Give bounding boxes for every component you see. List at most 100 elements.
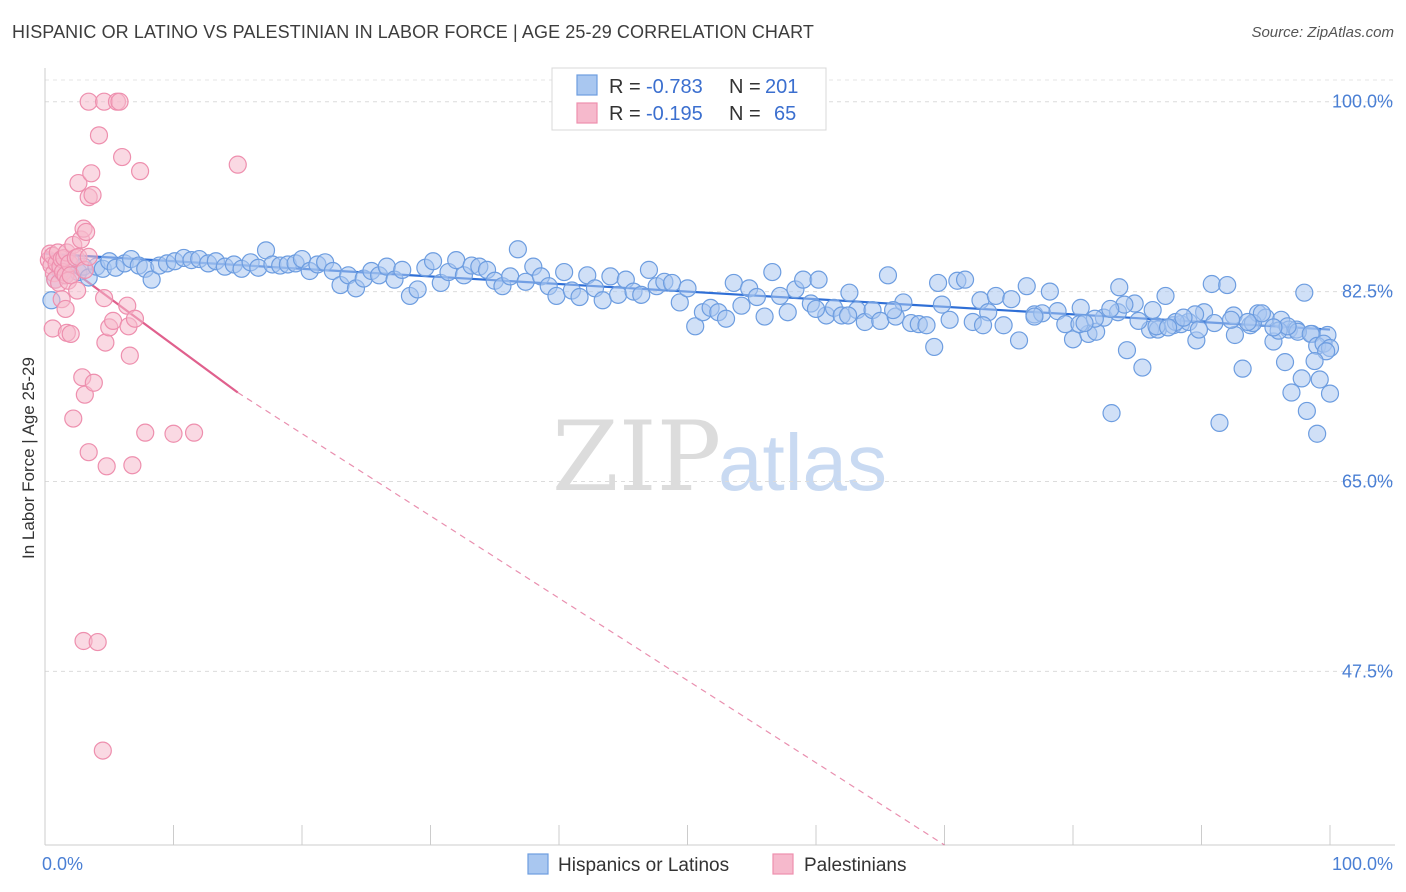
point-hispanic-100	[794, 270, 813, 289]
point-hispanic-142	[1117, 341, 1137, 360]
chart-title: HISPANIC OR LATINO VS PALESTINIAN IN LAB…	[12, 22, 814, 42]
point-hispanic-16	[142, 270, 161, 289]
point-hispanic-121	[955, 270, 975, 289]
point-hispanic-95	[755, 307, 774, 326]
point-hispanic-76	[609, 285, 628, 304]
point-hispanic-64	[516, 272, 535, 291]
point-hispanic-50	[408, 280, 427, 299]
grid-lines	[45, 79, 1395, 672]
point-hispanic-119	[940, 310, 959, 329]
point-palestinian-51	[123, 456, 142, 475]
point-hispanic-74	[593, 291, 612, 310]
watermark-zip: ZIP	[552, 401, 721, 513]
point-hispanic-202	[1189, 320, 1209, 339]
point-hispanic-206	[1129, 311, 1148, 330]
point-hispanic-97	[770, 286, 790, 306]
point-palestinian-33	[69, 173, 88, 193]
point-palestinian-44	[97, 457, 116, 476]
point-hispanic-116	[917, 316, 936, 335]
legend-n-label-palestinian: N =	[729, 103, 761, 125]
y-tick-label-3: 100.0%	[1332, 92, 1393, 112]
point-hispanic-127	[1002, 290, 1021, 309]
point-hispanic-199	[1238, 312, 1257, 332]
point-hispanic-129	[1017, 277, 1036, 296]
point-palestinian-41	[89, 126, 109, 145]
legend-r-label-hispanic: R =	[609, 76, 641, 98]
point-hispanic-203	[1174, 308, 1193, 327]
point-hispanic-106	[840, 283, 859, 302]
point-palestinian-42	[95, 289, 114, 308]
point-hispanic-132	[1040, 282, 1059, 301]
point-hispanic-126	[994, 316, 1013, 335]
point-hispanic-69	[555, 262, 574, 282]
point-palestinian-63	[88, 632, 107, 652]
x-tick-label-1: 100.0%	[1332, 854, 1393, 874]
point-hispanic-102	[809, 270, 828, 289]
point-hispanic-117	[925, 337, 944, 357]
point-palestinian-64	[93, 741, 112, 760]
point-hispanic-79	[632, 285, 651, 304]
watermark-atlas: atlas	[718, 418, 887, 507]
point-hispanic-63	[508, 240, 527, 259]
x-tick-label-0: 0.0%	[42, 854, 83, 874]
point-hispanic-175	[1025, 307, 1044, 326]
point-hispanic-153	[1202, 274, 1221, 294]
watermark: ZIP atlas	[552, 401, 887, 513]
point-hispanic-174	[973, 316, 993, 335]
trend-line-palestinian-extension	[237, 392, 945, 846]
point-hispanic-118	[932, 295, 952, 314]
point-hispanic-62	[501, 267, 520, 286]
legend-n-label-hispanic: N =	[729, 76, 761, 98]
source-credit: Source: ZipAtlas.com	[1251, 24, 1394, 41]
legend-box	[551, 67, 827, 131]
point-hispanic-193	[1317, 342, 1336, 361]
point-palestinian-47	[112, 147, 132, 167]
point-hispanic-90	[716, 309, 736, 328]
y-tick-label-0: 47.5%	[1342, 661, 1393, 681]
tick-labels: 47.5% 65.0% 82.5% 100.0% 0.0% 100.0%	[42, 92, 1393, 874]
point-hispanic-154	[1210, 413, 1229, 432]
legend-n-value-palestinian: 65	[774, 103, 796, 125]
point-hispanic-111	[878, 266, 898, 285]
point-palestinian-39	[84, 373, 103, 392]
bottom-legend: Hispanics or Latinos Palestinians	[527, 853, 906, 876]
y-tick-label-1: 65.0%	[1342, 471, 1393, 491]
y-axis-label: In Labor Force | Age 25-29	[19, 357, 38, 559]
point-hispanic-94	[747, 287, 766, 307]
point-hispanic-86	[686, 317, 705, 336]
point-hispanic-201	[1205, 313, 1224, 333]
point-palestinian-57	[228, 155, 247, 174]
bottom-legend-label-hispanic: Hispanics or Latinos	[558, 855, 729, 876]
point-hispanic-205	[1143, 300, 1162, 320]
point-hispanic-169	[1320, 384, 1340, 403]
axes	[44, 68, 1395, 846]
point-hispanic-198	[1252, 304, 1271, 323]
point-palestinian-26	[79, 247, 98, 266]
point-hispanic-189	[1282, 383, 1301, 402]
legend-r-value-hispanic: -0.783	[646, 76, 703, 98]
point-hispanic-83	[662, 273, 682, 293]
point-hispanic-75	[601, 267, 620, 286]
point-palestinian-55	[164, 424, 183, 443]
point-hispanic-71	[570, 287, 589, 307]
y-tick-label-2: 82.5%	[1342, 282, 1393, 302]
point-palestinian-29	[56, 299, 75, 319]
point-hispanic-92	[732, 296, 751, 315]
point-hispanic-195	[1292, 369, 1311, 388]
point-palestinian-32	[64, 409, 83, 428]
point-palestinian-20	[68, 281, 87, 300]
point-hispanic-204	[1158, 318, 1178, 337]
point-hispanic-141	[1110, 278, 1129, 297]
point-hispanic-156	[1225, 325, 1245, 345]
point-hispanic-96	[763, 262, 782, 282]
point-palestinian-52	[125, 309, 145, 328]
point-hispanic-48	[393, 260, 412, 279]
point-hispanic-188	[1275, 353, 1295, 372]
point-palestinian-56	[184, 423, 204, 442]
bottom-legend-swatch-hispanic	[527, 853, 549, 875]
point-hispanic-170	[806, 299, 826, 319]
trend-lines	[44, 249, 1331, 846]
bottom-legend-swatch-palestinian	[772, 853, 794, 875]
point-hispanic-167	[1310, 370, 1329, 389]
